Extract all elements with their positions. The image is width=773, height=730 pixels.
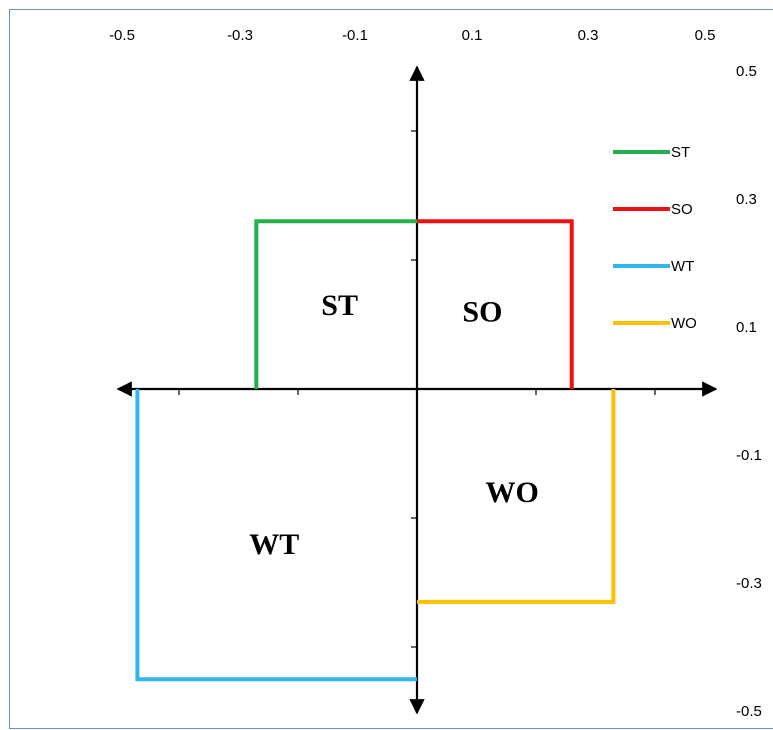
x-tick-label: 0.1 (462, 27, 483, 44)
y-tick-label: 0.1 (736, 319, 757, 336)
series-so-line (417, 219, 574, 389)
quadrant-label-wt: WT (249, 528, 299, 561)
legend-label-wo: WO (671, 315, 697, 332)
quadrant-label-wo: WO (486, 476, 539, 509)
swot-chart: -0.5 -0.3 -0.1 0.1 0.3 0.5 0.5 0.3 0.1 -0.1 -0.3 -0… (109, 27, 762, 720)
series-wo-line (417, 389, 616, 604)
y-tick-label: -0.3 (736, 575, 762, 592)
x-tick-label: -0.1 (342, 27, 368, 44)
x-tick-label: 0.5 (695, 27, 716, 44)
legend-label-so: SO (671, 201, 693, 218)
series-st-line (254, 219, 417, 389)
quadrant-label-so: SO (462, 296, 502, 329)
y-tick-label: 0.5 (736, 63, 757, 80)
y-tick-label: 0.3 (736, 191, 757, 208)
y-tick-label: -0.5 (736, 703, 762, 720)
legend-label-wt: WT (671, 258, 694, 275)
x-tick-label: -0.3 (227, 27, 253, 44)
chart-frame: -0.5 -0.3 -0.1 0.1 0.3 0.5 0.5 0.3 0.1 -0.1 -0.3 -0… (9, 9, 773, 729)
x-tick-label: 0.3 (578, 27, 599, 44)
legend-label-st: ST (671, 144, 690, 161)
series-wt-line (135, 389, 417, 682)
y-tick-label: -0.1 (736, 447, 762, 464)
quadrant-label-st: ST (321, 289, 358, 322)
x-tick-label: -0.5 (109, 27, 135, 44)
